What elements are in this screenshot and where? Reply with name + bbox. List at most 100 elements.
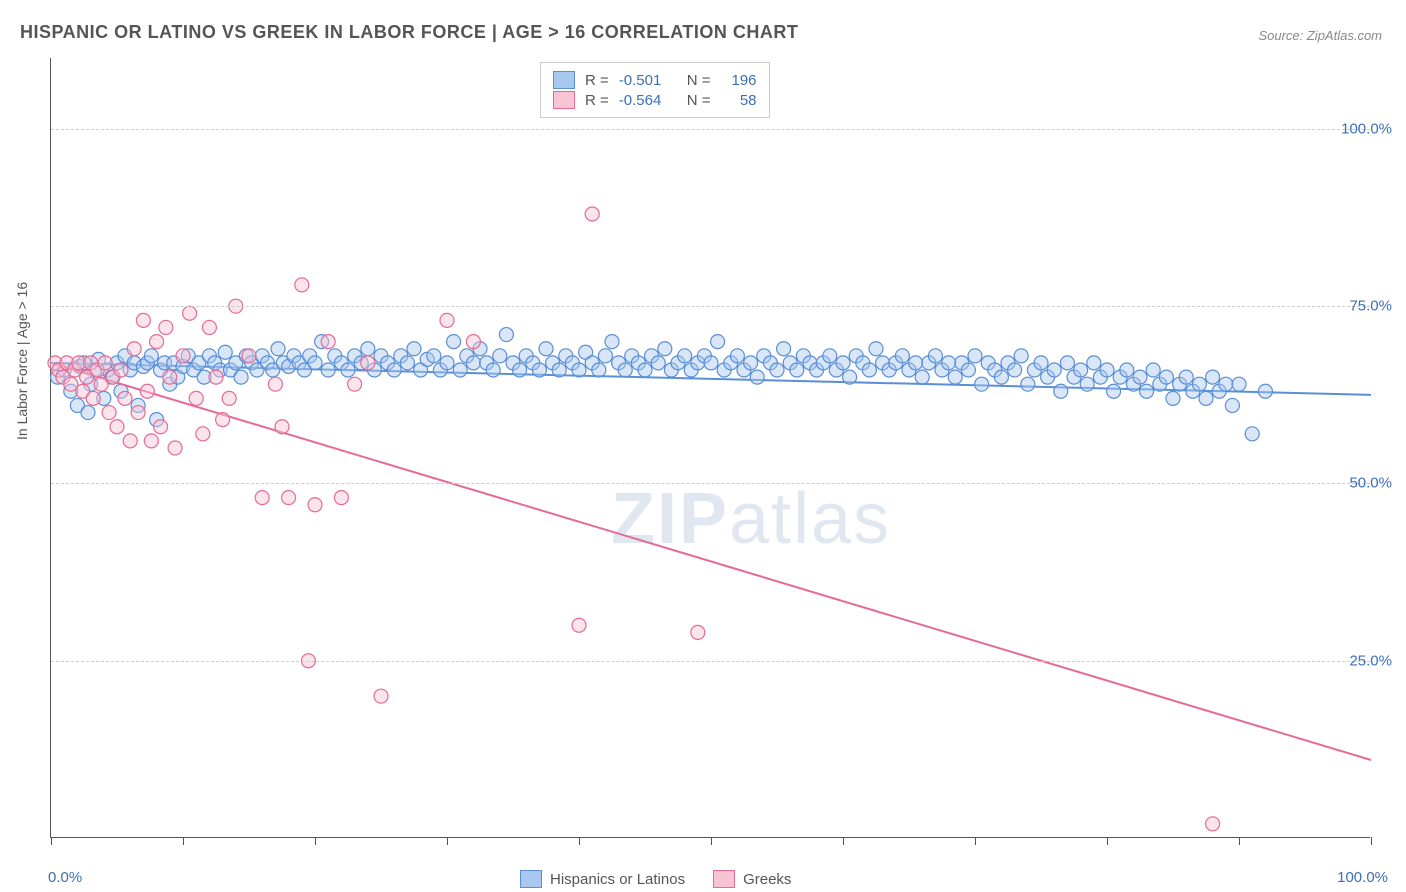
- data-point: [975, 377, 989, 391]
- stat-n-label: N =: [687, 92, 711, 109]
- stat-n-label: N =: [687, 72, 711, 89]
- data-point: [1159, 370, 1173, 384]
- legend-swatch: [713, 870, 735, 888]
- data-point: [513, 363, 527, 377]
- legend-label: Greeks: [743, 871, 791, 888]
- data-point: [598, 349, 612, 363]
- data-point: [1054, 384, 1068, 398]
- stat-n-value: 58: [721, 92, 757, 109]
- data-point: [440, 356, 454, 370]
- data-point: [1034, 356, 1048, 370]
- data-point: [321, 335, 335, 349]
- legend-label: Hispanics or Latinos: [550, 871, 685, 888]
- data-point: [777, 342, 791, 356]
- data-point: [453, 363, 467, 377]
- data-point: [234, 370, 248, 384]
- data-point: [114, 363, 128, 377]
- data-point: [387, 363, 401, 377]
- data-point: [118, 391, 132, 405]
- data-point: [176, 349, 190, 363]
- plot-area: ZIPatlas: [50, 58, 1370, 838]
- data-point: [1206, 370, 1220, 384]
- data-point: [1080, 377, 1094, 391]
- data-point: [268, 377, 282, 391]
- data-point: [102, 406, 116, 420]
- stat-r-value: -0.501: [619, 72, 677, 89]
- data-point: [308, 356, 322, 370]
- data-point: [968, 349, 982, 363]
- data-point: [196, 427, 210, 441]
- data-point: [466, 356, 480, 370]
- data-point: [823, 349, 837, 363]
- data-point: [308, 498, 322, 512]
- data-point: [869, 342, 883, 356]
- legend-item: Greeks: [713, 870, 791, 888]
- grid-line-h: [51, 129, 1370, 130]
- data-point: [704, 356, 718, 370]
- data-point: [222, 391, 236, 405]
- legend-swatch: [553, 71, 575, 89]
- data-point: [110, 420, 124, 434]
- data-point: [618, 363, 632, 377]
- legend-stats-row: R =-0.564N =58: [553, 91, 757, 109]
- data-point: [271, 342, 285, 356]
- data-point: [98, 356, 112, 370]
- data-point: [361, 356, 375, 370]
- data-point: [1014, 349, 1028, 363]
- data-point: [928, 349, 942, 363]
- data-point: [334, 491, 348, 505]
- data-point: [136, 313, 150, 327]
- chart-title: HISPANIC OR LATINO VS GREEK IN LABOR FOR…: [20, 22, 798, 43]
- data-point: [862, 363, 876, 377]
- x-tick: [843, 837, 844, 845]
- data-point: [1192, 377, 1206, 391]
- legend-stats-row: R = -0.501 N = 196: [553, 71, 757, 89]
- data-point: [1021, 377, 1035, 391]
- data-point: [1225, 398, 1239, 412]
- data-point: [744, 356, 758, 370]
- data-point: [750, 370, 764, 384]
- data-point: [202, 320, 216, 334]
- y-axis-label: In Labor Force | Age > 16: [14, 282, 30, 440]
- data-point: [123, 434, 137, 448]
- x-tick: [711, 837, 712, 845]
- stat-n-value: 196: [721, 72, 757, 89]
- y-tick-label: 100.0%: [1341, 120, 1392, 137]
- data-point: [948, 370, 962, 384]
- x-tick: [1107, 837, 1108, 845]
- data-point: [1074, 363, 1088, 377]
- data-point: [209, 370, 223, 384]
- data-point: [486, 363, 500, 377]
- data-point: [658, 342, 672, 356]
- data-point: [1219, 377, 1233, 391]
- data-point: [790, 363, 804, 377]
- data-point: [1120, 363, 1134, 377]
- data-point: [585, 207, 599, 221]
- data-point: [216, 413, 230, 427]
- y-tick-label: 25.0%: [1349, 652, 1392, 669]
- data-point: [1206, 817, 1220, 831]
- stat-r-label: R =: [585, 72, 609, 89]
- data-point: [638, 363, 652, 377]
- data-point: [895, 349, 909, 363]
- stat-r-label: R =: [585, 92, 609, 109]
- data-point: [1179, 370, 1193, 384]
- grid-line-h: [51, 483, 1370, 484]
- data-point: [915, 370, 929, 384]
- data-point: [1008, 363, 1022, 377]
- x-tick-100: 100.0%: [1337, 869, 1388, 886]
- data-point: [361, 342, 375, 356]
- data-point: [843, 370, 857, 384]
- data-point: [295, 278, 309, 292]
- data-point: [150, 335, 164, 349]
- data-point: [539, 342, 553, 356]
- data-point: [144, 434, 158, 448]
- data-point: [218, 345, 232, 359]
- y-tick-label: 50.0%: [1349, 475, 1392, 492]
- chart-svg: [51, 58, 1370, 837]
- data-point: [1107, 384, 1121, 398]
- data-point: [1140, 384, 1154, 398]
- data-point: [836, 356, 850, 370]
- data-point: [1232, 377, 1246, 391]
- data-point: [1060, 356, 1074, 370]
